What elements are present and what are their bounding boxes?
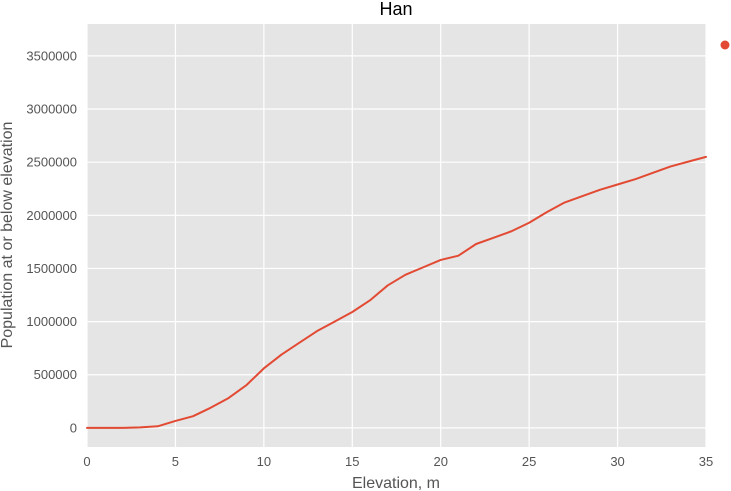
y-tick-label: 2500000 [26, 155, 77, 170]
y-tick-label: 500000 [34, 367, 77, 382]
x-tick-label: 35 [699, 454, 713, 469]
y-tick-label: 2000000 [26, 208, 77, 223]
y-tick-label: 1000000 [26, 314, 77, 329]
y-tick-label: 0 [70, 420, 77, 435]
x-axis-label: Elevation, m [352, 475, 440, 491]
chart-title: Han [379, 0, 412, 19]
grid-lines [86, 24, 707, 447]
y-tick-label: 3000000 [26, 102, 77, 117]
series-line-0 [86, 155, 707, 429]
series-layer [86, 155, 707, 429]
x-axis-ticks: 0 5 10 15 20 25 30 35 [83, 454, 713, 469]
y-axis-label: Population at or below elevation [0, 122, 16, 349]
x-tick-label: 0 [83, 454, 90, 469]
x-tick-label: 15 [345, 454, 359, 469]
x-tick-label: 5 [172, 454, 179, 469]
legend [720, 40, 730, 50]
plot-area [87, 24, 706, 447]
x-tick-label: 25 [522, 454, 536, 469]
y-tick-label: 3500000 [26, 48, 77, 63]
y-tick-label: 1500000 [26, 261, 77, 276]
x-tick-label: 10 [257, 454, 271, 469]
x-tick-label: 30 [610, 454, 624, 469]
y-axis-ticks: 0 500000 1000000 1500000 2000000 2500000 30000… [26, 48, 77, 435]
x-tick-label: 20 [433, 454, 447, 469]
legend-marker-0 [720, 40, 730, 50]
